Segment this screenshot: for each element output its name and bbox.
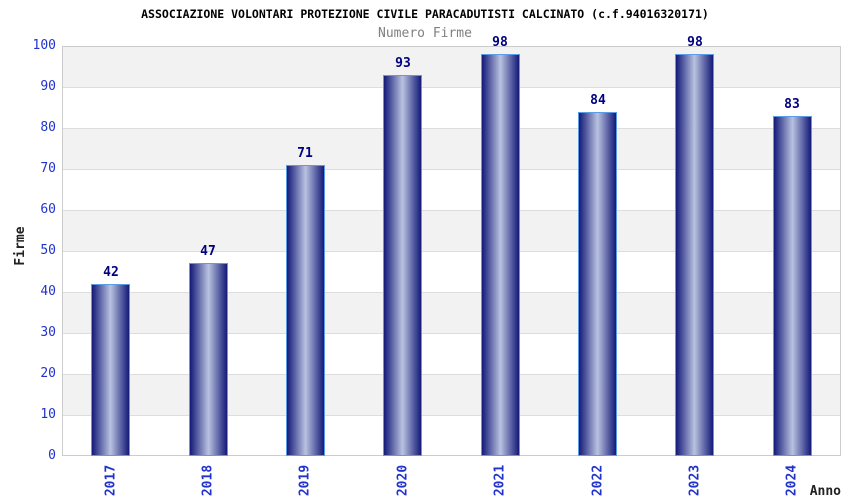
bar-value-label-2020: 93	[395, 56, 411, 71]
bar-2020	[383, 75, 422, 456]
bar-2017	[91, 284, 130, 456]
chart-subtitle: Numero Firme	[378, 26, 472, 41]
bar-value-label-2021: 98	[492, 35, 508, 50]
x-tick-2017: 2017	[103, 464, 119, 497]
bar-2022	[578, 112, 617, 456]
x-tick-2021: 2021	[492, 464, 508, 497]
y-tick-40: 40	[40, 284, 56, 299]
x-tick-2020: 2020	[395, 464, 411, 497]
bar-value-label-2019: 71	[297, 146, 313, 161]
chart-title: ASSOCIAZIONE VOLONTARI PROTEZIONE CIVILE…	[141, 7, 709, 21]
y-tick-10: 10	[40, 407, 56, 422]
bar-value-label-2024: 83	[784, 97, 800, 112]
bar-2023	[675, 54, 714, 456]
bar-value-label-2017: 42	[103, 265, 119, 280]
bar-value-label-2022: 84	[590, 93, 606, 108]
y-tick-70: 70	[40, 161, 56, 176]
y-tick-90: 90	[40, 79, 56, 94]
bar-2019	[286, 165, 325, 456]
x-tick-2024: 2024	[784, 464, 800, 497]
y-tick-30: 30	[40, 325, 56, 340]
x-tick-2018: 2018	[200, 464, 216, 497]
y-tick-20: 20	[40, 366, 56, 381]
y-tick-60: 60	[40, 202, 56, 217]
bar-2021	[481, 54, 520, 456]
x-tick-2022: 2022	[590, 464, 606, 497]
x-axis-title: Anno	[809, 484, 841, 499]
y-tick-80: 80	[40, 120, 56, 135]
x-tick-2023: 2023	[687, 464, 703, 497]
bar-value-label-2023: 98	[687, 35, 703, 50]
bar-value-label-2018: 47	[200, 244, 216, 259]
y-tick-0: 0	[48, 448, 56, 463]
y-tick-50: 50	[40, 243, 56, 258]
bar-2024	[773, 116, 812, 456]
y-tick-100: 100	[32, 38, 56, 53]
x-tick-2019: 2019	[297, 464, 313, 497]
bar-2018	[189, 263, 228, 456]
